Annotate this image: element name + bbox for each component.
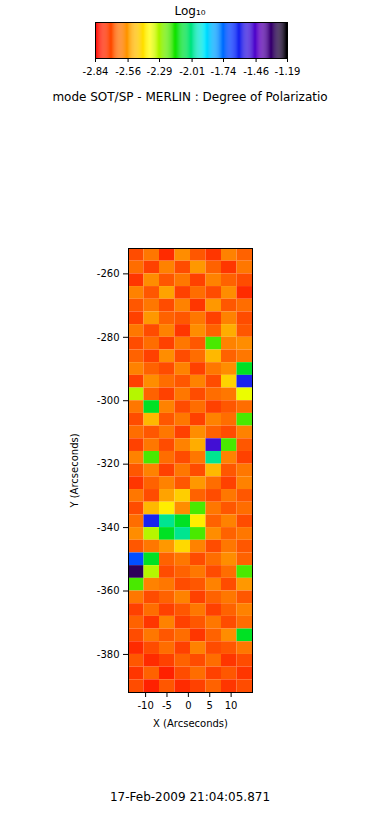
svg-text:-5: -5 (162, 700, 172, 711)
svg-text:-1.74: -1.74 (211, 66, 237, 77)
svg-text:-280: -280 (97, 332, 120, 343)
svg-text:-1.19: -1.19 (275, 66, 301, 77)
svg-text:-380: -380 (97, 649, 120, 660)
svg-text:5: 5 (207, 700, 213, 711)
html-text:mode SOT/SP - MERLIN : Degree: mode SOT/SP - MERLIN : Degree of Polariz… (52, 90, 328, 104)
svg-text:-1.46: -1.46 (243, 66, 269, 77)
svg-text:-320: -320 (97, 458, 120, 469)
svg-text:-2.56: -2.56 (115, 66, 141, 77)
svg-text:-2.84: -2.84 (83, 66, 109, 77)
svg-text:-2.01: -2.01 (179, 66, 205, 77)
html-text:17-Feb-2009 21:04:05.871: 17-Feb-2009 21:04:05.871 (109, 790, 271, 804)
html-text:Log₁₀: Log₁₀ (174, 4, 206, 18)
svg-text:0: 0 (185, 700, 191, 711)
svg-text:Y (Arcseconds): Y (Arcseconds) (69, 433, 80, 508)
svg-text:-340: -340 (97, 522, 120, 533)
svg-text:X (Arcseconds): X (Arcseconds) (153, 718, 228, 729)
svg-text:10: 10 (225, 700, 238, 711)
svg-text:-300: -300 (97, 395, 120, 406)
svg-text:-10: -10 (137, 700, 153, 711)
svg-text:-2.29: -2.29 (147, 66, 173, 77)
svg-text:-260: -260 (97, 268, 120, 279)
svg-text:-360: -360 (97, 585, 120, 596)
